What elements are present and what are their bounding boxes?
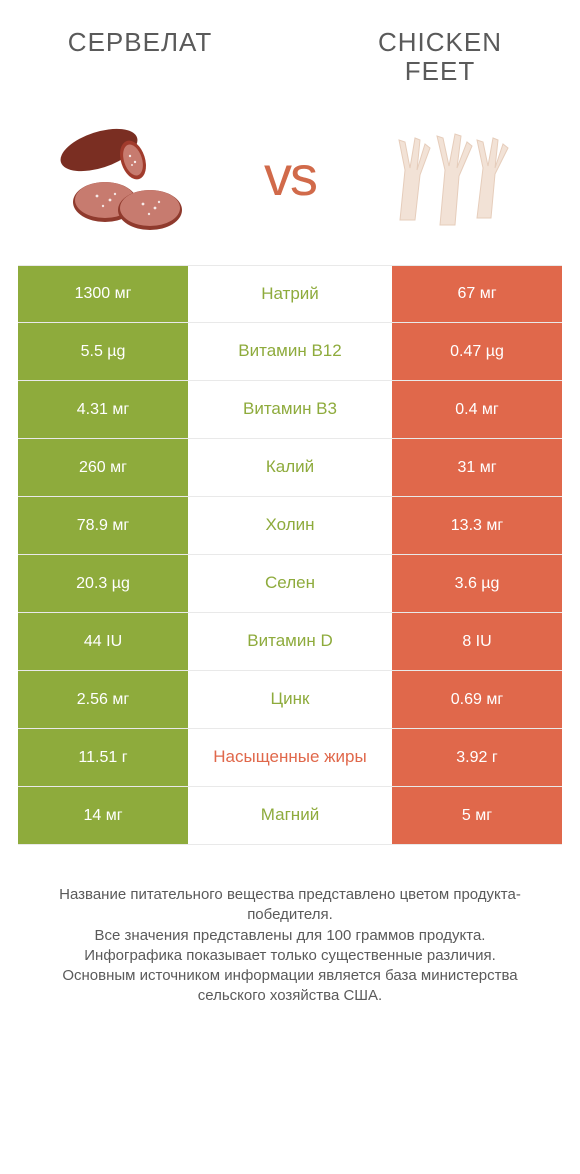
left-value: 260 мг [18, 439, 188, 496]
left-value: 20.3 µg [18, 555, 188, 612]
nutrient-label: Холин [188, 497, 392, 554]
vs-row: vs [0, 95, 580, 265]
header-spacer [240, 28, 340, 85]
nutrient-row: 2.56 мгЦинк0.69 мг [18, 671, 562, 729]
nutrient-label: Насыщенные жиры [188, 729, 392, 786]
right-value: 31 мг [392, 439, 562, 496]
footnote-content: Название питательного вещества представл… [59, 886, 521, 1004]
right-value: 3.92 г [392, 729, 562, 786]
left-value: 11.51 г [18, 729, 188, 786]
right-value: 8 IU [392, 613, 562, 670]
nutrient-label: Магний [188, 787, 392, 844]
left-value: 44 IU [18, 613, 188, 670]
left-value: 78.9 мг [18, 497, 188, 554]
nutrient-row: 1300 мгНатрий67 мг [18, 265, 562, 323]
nutrient-row: 5.5 µgВитамин B120.47 µg [18, 323, 562, 381]
nutrient-row: 4.31 мгВитамин B30.4 мг [18, 381, 562, 439]
right-value: 5 мг [392, 787, 562, 844]
nutrient-row: 78.9 мгХолин13.3 мг [18, 497, 562, 555]
left-value: 14 мг [18, 787, 188, 844]
nutrient-label: Цинк [188, 671, 392, 728]
nutrient-row: 44 IUВитамин D8 IU [18, 613, 562, 671]
nutrient-label: Селен [188, 555, 392, 612]
right-value: 3.6 µg [392, 555, 562, 612]
nutrient-label: Натрий [188, 266, 392, 322]
left-product-title: СЕРВЕЛАТ [40, 28, 240, 85]
right-value: 67 мг [392, 266, 562, 322]
left-value: 2.56 мг [18, 671, 188, 728]
nutrient-row: 260 мгКалий31 мг [18, 439, 562, 497]
right-value: 0.69 мг [392, 671, 562, 728]
left-value: 5.5 µg [18, 323, 188, 380]
chicken-feet-image [340, 105, 550, 245]
left-value: 4.31 мг [18, 381, 188, 438]
comparison-table: 1300 мгНатрий67 мг5.5 µgВитамин B120.47 … [0, 265, 580, 845]
nutrient-row: 14 мгМагний5 мг [18, 787, 562, 845]
nutrient-row: 20.3 µgСелен3.6 µg [18, 555, 562, 613]
nutrient-label: Витамин B12 [188, 323, 392, 380]
nutrient-label: Витамин B3 [188, 381, 392, 438]
footnote-text: Название питательного вещества представл… [0, 845, 580, 1027]
nutrient-label: Витамин D [188, 613, 392, 670]
vs-label: vs [240, 143, 340, 208]
right-value: 13.3 мг [392, 497, 562, 554]
right-product-title: CHICKEN FEET [340, 28, 540, 85]
header-titles: СЕРВЕЛАТ CHICKEN FEET [0, 0, 580, 95]
left-value: 1300 мг [18, 266, 188, 322]
right-value: 0.4 мг [392, 381, 562, 438]
right-value: 0.47 µg [392, 323, 562, 380]
nutrient-row: 11.51 гНасыщенные жиры3.92 г [18, 729, 562, 787]
cervelat-image [30, 105, 240, 245]
nutrient-label: Калий [188, 439, 392, 496]
